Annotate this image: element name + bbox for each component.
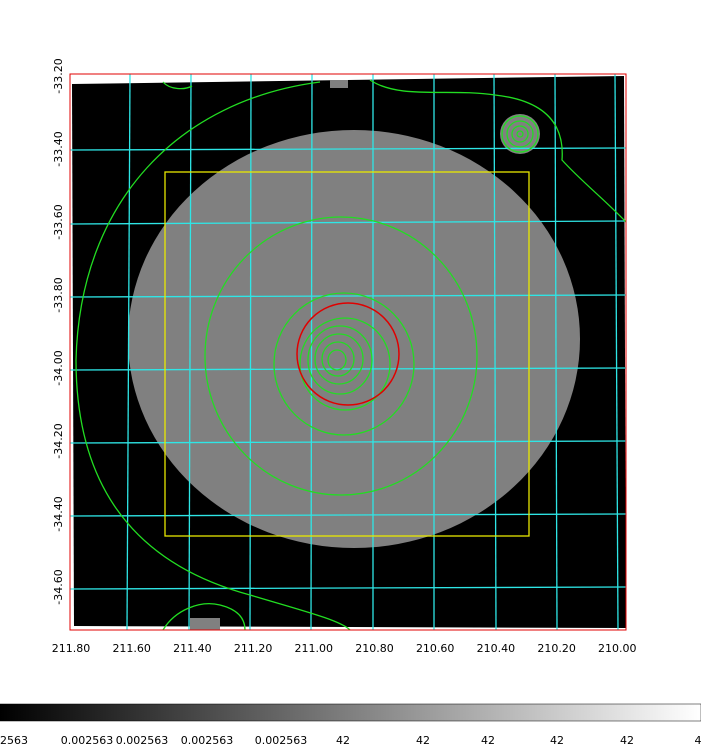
colorbar-label: 42 xyxy=(550,734,564,747)
x-tick-label: 210.40 xyxy=(477,642,516,655)
colorbar-label: 42 xyxy=(336,734,350,747)
colorbar xyxy=(0,703,701,722)
y-tick-label: -34.00 xyxy=(52,350,65,385)
x-tick-label: 210.60 xyxy=(416,642,455,655)
x-tick-label: 211.00 xyxy=(295,642,334,655)
y-tick-label: -33.20 xyxy=(52,58,65,93)
y-tick-label: -33.80 xyxy=(52,277,65,312)
x-tick-label: 211.60 xyxy=(112,642,151,655)
colorbar-label: 0.002563 xyxy=(116,734,169,747)
colorbar-label: 4 xyxy=(695,734,701,747)
labels: 211.80 211.60 211.40 211.20 211.00 210.80 210.… xyxy=(0,58,701,747)
colorbar-label: 0.002563 xyxy=(61,734,114,747)
colorbar-label: 0.002563 xyxy=(255,734,308,747)
colorbar-label: 2563 xyxy=(0,734,28,747)
x-tick-label: 210.80 xyxy=(355,642,394,655)
blob xyxy=(190,618,220,630)
colorbar-label: 42 xyxy=(620,734,634,747)
region-circle xyxy=(296,302,400,406)
colorbar-label: 42 xyxy=(416,734,430,747)
x-tick-label: 211.40 xyxy=(173,642,212,655)
coordinate-grid xyxy=(70,74,626,630)
colorbar-label: 0.002563 xyxy=(181,734,234,747)
colorbar-label: 42 xyxy=(481,734,495,747)
x-tick-label: 211.20 xyxy=(234,642,273,655)
blob xyxy=(330,80,348,88)
y-tick-label: -34.40 xyxy=(52,496,65,531)
y-tick-label: -33.40 xyxy=(52,131,65,166)
sky-image xyxy=(70,74,626,630)
x-tick-label: 211.80 xyxy=(52,642,91,655)
contours xyxy=(75,79,626,630)
x-tick-label: 210.00 xyxy=(598,642,637,655)
x-tick-label: 210.20 xyxy=(537,642,576,655)
y-tick-label: -34.60 xyxy=(52,569,65,604)
frame xyxy=(69,73,627,631)
y-tick-label: -33.60 xyxy=(52,204,65,239)
blob xyxy=(500,114,540,154)
y-tick-label: -34.20 xyxy=(52,423,65,458)
region-box xyxy=(164,171,530,537)
